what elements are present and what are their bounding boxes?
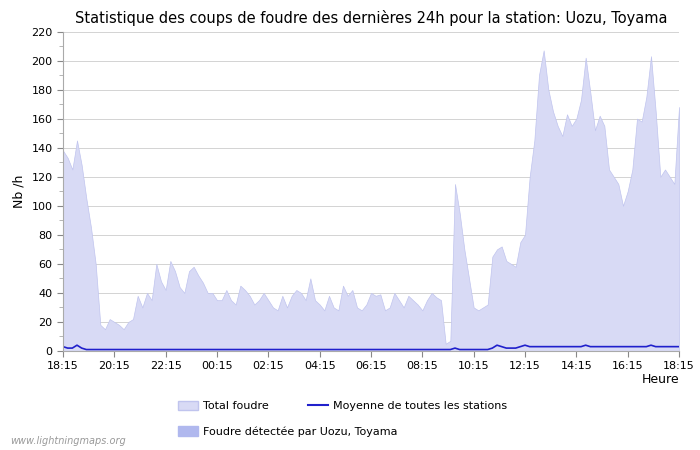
Y-axis label: Nb /h: Nb /h (13, 175, 26, 208)
Text: www.lightningmaps.org: www.lightningmaps.org (10, 436, 126, 446)
Text: Heure: Heure (641, 374, 679, 387)
Legend: Foudre détectée par Uozu, Toyama: Foudre détectée par Uozu, Toyama (174, 422, 402, 441)
Title: Statistique des coups de foudre des dernières 24h pour la station: Uozu, Toyama: Statistique des coups de foudre des dern… (75, 10, 667, 26)
